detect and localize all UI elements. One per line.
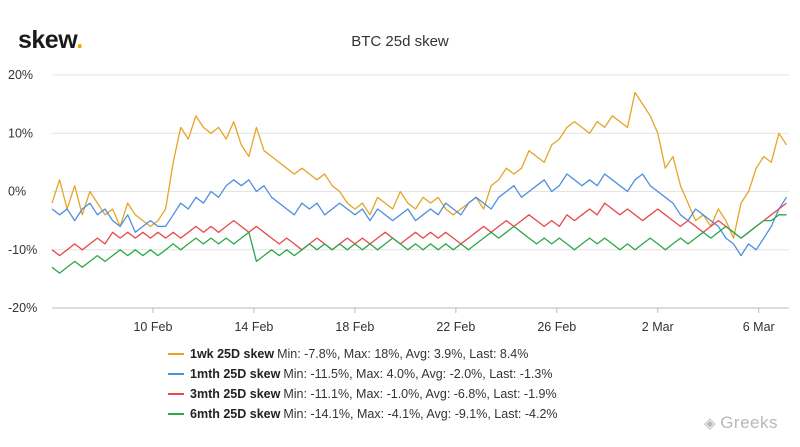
x-tick-label: 10 Feb xyxy=(133,320,172,334)
series-line-3mth-25d-skew xyxy=(51,202,787,257)
watermark-text: Greeks xyxy=(720,413,778,432)
legend-swatch xyxy=(168,412,184,415)
chart-title: BTC 25d skew xyxy=(351,33,449,50)
legend-series-name: 1wk 25D skew xyxy=(190,347,275,361)
wechat-icon: ◈ xyxy=(704,415,717,432)
series-line-1wk-25d-skew xyxy=(51,91,788,239)
x-tick-label: 6 Mar xyxy=(743,320,775,334)
series-line-6mth-25d-skew xyxy=(51,214,787,274)
legend-swatch xyxy=(168,352,184,355)
brand-logo: skew. xyxy=(18,26,83,55)
chart-legend: 1wk 25D skew Min: -7.8%, Max: 18%, Avg: 3… xyxy=(168,344,558,424)
legend-series-name: 1mth 25D skew xyxy=(190,367,281,381)
legend-series-stats: Min: -11.1%, Max: -1.0%, Avg: -6.8%, Las… xyxy=(283,387,557,401)
legend-item[interactable]: 6mth 25D skew Min: -14.1%, Max: -4.1%, Av… xyxy=(168,404,558,424)
legend-item[interactable]: 1wk 25D skew Min: -7.8%, Max: 18%, Avg: 3… xyxy=(168,344,558,364)
watermark: ◈ Greeks xyxy=(704,413,778,433)
brand-logo-dot: . xyxy=(76,26,83,54)
x-tick-label: 18 Feb xyxy=(335,320,374,334)
x-tick-label: 14 Feb xyxy=(234,320,273,334)
series-line-1mth-25d-skew xyxy=(51,173,788,257)
legend-series-stats: Min: -11.5%, Max: 4.0%, Avg: -2.0%, Last… xyxy=(283,367,553,381)
legend-item[interactable]: 1mth 25D skew Min: -11.5%, Max: 4.0%, Avg… xyxy=(168,364,558,384)
legend-series-name: 6mth 25D skew xyxy=(190,407,281,421)
legend-series-name: 3mth 25D skew xyxy=(190,387,281,401)
x-tick-label: 26 Feb xyxy=(537,320,576,334)
x-tick-label: 22 Feb xyxy=(436,320,475,334)
brand-logo-text: skew xyxy=(18,26,77,54)
legend-swatch xyxy=(168,392,184,395)
y-tick-label: -20% xyxy=(8,301,37,315)
legend-item[interactable]: 3mth 25D skew Min: -11.1%, Max: -1.0%, Av… xyxy=(168,384,558,404)
legend-series-stats: Min: -7.8%, Max: 18%, Avg: 3.9%, Last: 8… xyxy=(277,347,529,361)
y-tick-label: 20% xyxy=(8,68,33,82)
legend-series-stats: Min: -14.1%, Max: -4.1%, Avg: -9.1%, Las… xyxy=(283,407,558,421)
x-tick-label: 2 Mar xyxy=(642,320,674,334)
legend-swatch xyxy=(168,372,184,375)
y-tick-label: -10% xyxy=(8,243,37,257)
y-tick-label: 10% xyxy=(8,126,33,140)
y-tick-label: 0% xyxy=(8,185,26,199)
